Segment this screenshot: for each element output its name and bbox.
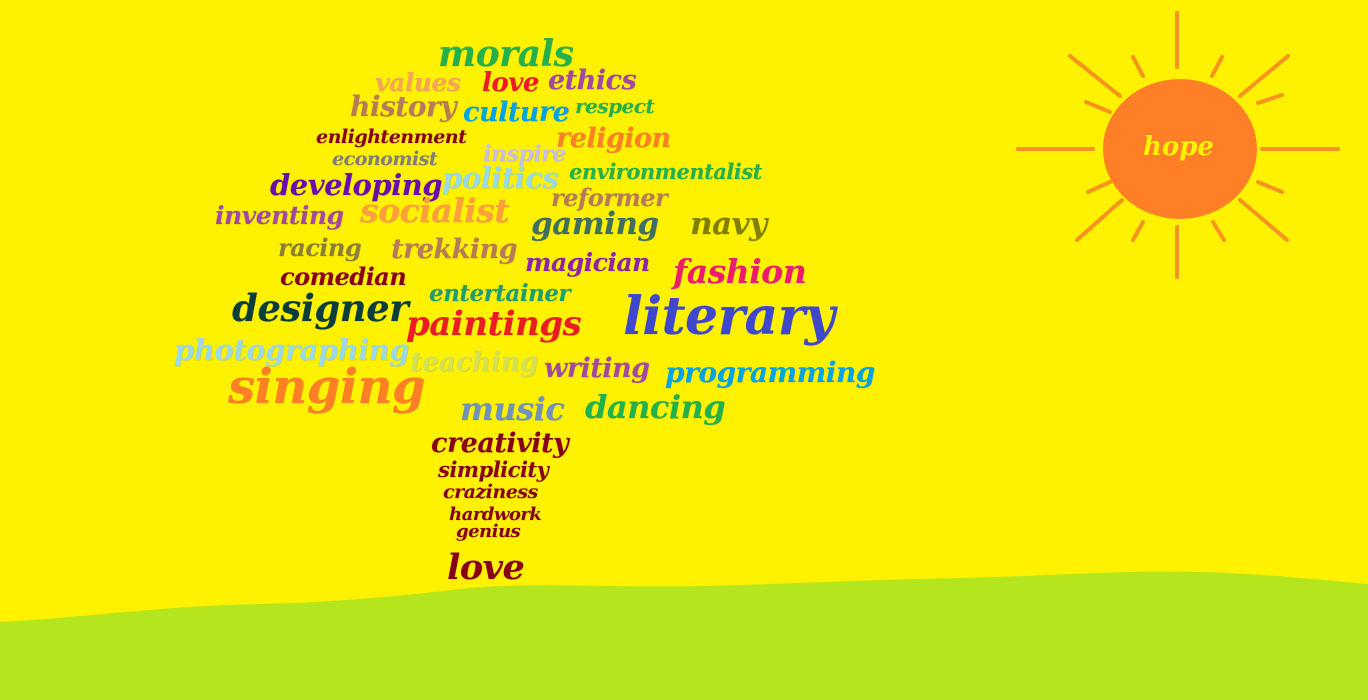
sun-ray xyxy=(1086,180,1112,194)
sun-label: hope xyxy=(1143,132,1214,162)
sun-ray xyxy=(1131,220,1145,242)
word-paintings: paintings xyxy=(406,304,582,344)
word-morals: morals xyxy=(438,33,574,75)
word-writing: writing xyxy=(544,353,650,384)
word-simplicity: simplicity xyxy=(438,457,549,482)
sun-ray xyxy=(1131,55,1145,78)
sun-ray xyxy=(1211,220,1226,242)
word-navy: navy xyxy=(690,206,767,242)
word-singing: singing xyxy=(228,359,425,415)
word-programming: programming xyxy=(665,356,875,389)
word-inspire: inspire xyxy=(483,141,566,167)
word-designer: designer xyxy=(232,286,409,330)
word-gaming: gaming xyxy=(531,206,659,242)
word-respect: respect xyxy=(575,94,655,118)
word-entertainer: entertainer xyxy=(429,280,570,307)
sun-ray xyxy=(1075,198,1124,242)
word-socialist: socialist xyxy=(360,191,510,230)
word-fashion: fashion xyxy=(673,252,807,291)
sun-ray xyxy=(1084,100,1112,114)
sun-ray xyxy=(1256,180,1284,194)
word-values: values xyxy=(375,68,461,97)
word-love: love xyxy=(482,68,539,98)
word-craziness: craziness xyxy=(443,481,538,503)
sun-ray xyxy=(1238,198,1289,242)
word-dancing: dancing xyxy=(585,388,726,426)
word-love-root: love xyxy=(447,547,525,588)
word-creativity: creativity xyxy=(431,428,569,459)
word-genius: genius xyxy=(456,521,521,542)
word-music: music xyxy=(460,390,565,428)
word-hardwork: hardwork xyxy=(449,504,542,525)
word-comedian: comedian xyxy=(280,262,407,291)
word-magician: magician xyxy=(525,248,650,277)
word-history: history xyxy=(350,90,456,123)
sun-ray xyxy=(1256,93,1284,105)
word-enlightenment: enlightenment xyxy=(316,126,467,148)
word-religion: religion xyxy=(556,123,671,154)
word-ethics: ethics xyxy=(548,65,637,96)
word-reformer: reformer xyxy=(551,183,668,212)
word-economist: economist xyxy=(332,148,438,170)
word-politics: politics xyxy=(442,161,559,195)
word-environmentalist: environmentalist xyxy=(569,159,762,184)
word-developing: developing xyxy=(270,168,443,202)
word-trekking: trekking xyxy=(391,234,518,265)
sun-ray xyxy=(1210,55,1224,78)
sun-ray xyxy=(1238,54,1290,98)
word-inventing: inventing xyxy=(215,201,344,230)
word-culture: culture xyxy=(463,97,570,128)
word-literary: literary xyxy=(623,286,835,347)
sun-disc xyxy=(1103,79,1257,219)
word-photographing: photographing xyxy=(174,333,410,367)
word-teaching: teaching xyxy=(410,347,538,378)
sun-ray xyxy=(1068,54,1122,98)
hill-shape xyxy=(0,571,1368,700)
word-racing: racing xyxy=(278,233,362,262)
